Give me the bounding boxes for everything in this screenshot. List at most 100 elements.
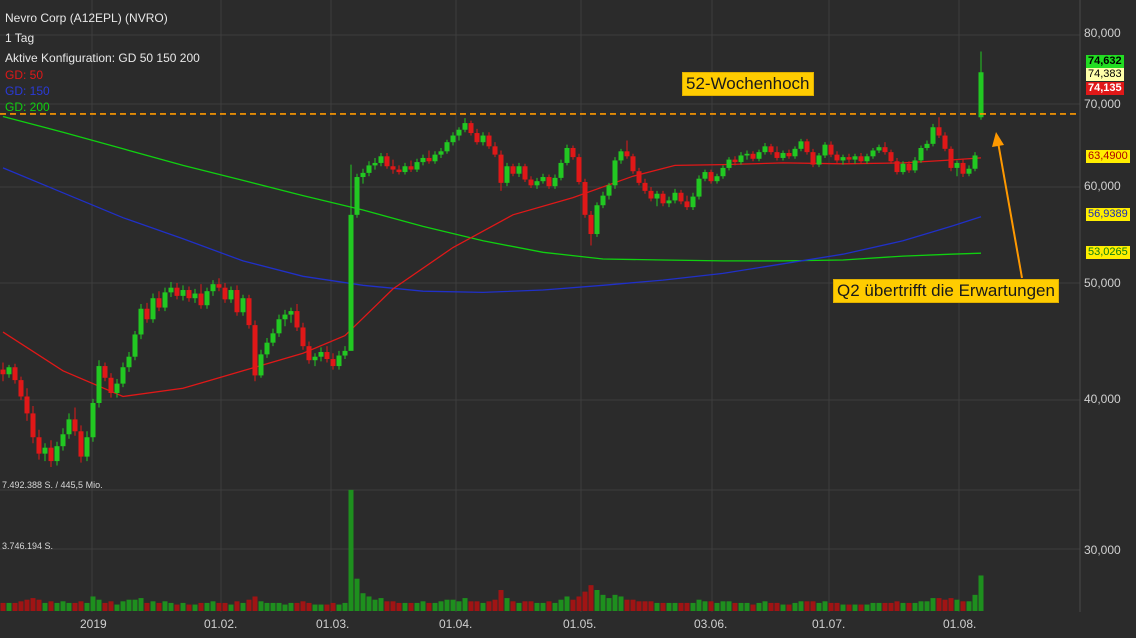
volume-bar (588, 585, 594, 611)
candle-body (966, 168, 972, 174)
y-tick-60: 60,000 (1084, 179, 1121, 193)
volume-bar (696, 599, 702, 611)
candle-body (738, 155, 744, 163)
candle-body (468, 123, 474, 134)
volume-bar (240, 602, 246, 611)
volume-bars (0, 489, 984, 611)
x-tick-may: 01.05. (563, 617, 597, 631)
candle-body (660, 193, 666, 204)
volume-bar (594, 590, 600, 611)
candle-body (600, 195, 606, 206)
price-tag-mid: 74,383 (1086, 68, 1124, 81)
candle-body (354, 177, 360, 215)
candle-body (906, 163, 912, 171)
candle-body (822, 144, 828, 156)
volume-bar (294, 602, 300, 611)
volume-bar (390, 601, 396, 611)
volume-bar (456, 601, 462, 611)
candle-body (192, 293, 198, 299)
candle-body (522, 166, 528, 180)
candle-body (474, 133, 480, 143)
candle-body (450, 135, 456, 143)
candle-body (42, 447, 48, 454)
price-tag-last: 74,632 (1086, 55, 1124, 68)
volume-bar (126, 599, 132, 611)
volume-bar (288, 602, 294, 611)
candle-body (786, 152, 792, 157)
volume-bar (798, 601, 804, 611)
volume-bar (114, 604, 120, 611)
volume-bar (576, 596, 582, 611)
candle-body (498, 154, 504, 183)
volume-bar (336, 604, 342, 611)
volume-bar (612, 594, 618, 611)
candle-body (528, 179, 534, 186)
candle-body (396, 169, 402, 173)
volume-bar (840, 604, 846, 611)
volume-bar (174, 604, 180, 611)
candle-body (762, 146, 768, 153)
candle-body (714, 176, 720, 182)
candle-body (648, 190, 654, 199)
candle-body (810, 152, 816, 165)
volume-bar (384, 601, 390, 611)
volume-bar (552, 602, 558, 611)
volume-bar (198, 602, 204, 611)
volume-bar (690, 602, 696, 611)
volume-bar (720, 601, 726, 611)
volume-bar (264, 602, 270, 611)
candle-body (282, 314, 288, 320)
volume-bar (966, 601, 972, 611)
candle-body (72, 419, 78, 432)
volume-bar (480, 602, 486, 611)
volume-bar (930, 598, 936, 611)
candle-body (288, 311, 294, 315)
candle-body (618, 151, 624, 161)
volume-bar (870, 602, 876, 611)
volume-bar (654, 602, 660, 611)
candle-body (168, 287, 174, 293)
volume-bar (78, 601, 84, 611)
volume-bar (636, 601, 642, 611)
candle-body (576, 157, 582, 183)
volume-bar (918, 601, 924, 611)
volume-bar (450, 599, 456, 611)
candle-body (834, 154, 840, 161)
volume-bar (150, 601, 156, 611)
volume-bar (414, 602, 420, 611)
volume-bar (402, 602, 408, 611)
y-tick-70: 70,000 (1084, 97, 1121, 111)
volume-bar (666, 602, 672, 611)
candle-body (180, 290, 186, 296)
candle-body (486, 135, 492, 147)
volume-bar (24, 599, 30, 611)
candle-body (732, 159, 738, 163)
volume-bar (558, 599, 564, 611)
candle-body (408, 166, 414, 170)
volume-bar (522, 601, 528, 611)
volume-bar (642, 601, 648, 611)
candle-body (348, 214, 354, 351)
volume-bar (564, 596, 570, 611)
candle-body (960, 162, 966, 174)
candle-body (588, 214, 594, 235)
volume-bar (606, 598, 612, 611)
annotations-layer (0, 113, 1080, 279)
candle-body (894, 161, 900, 173)
volume-bar (504, 598, 510, 611)
candle-body (210, 284, 216, 292)
candle-body (318, 352, 324, 357)
volume-bar (684, 602, 690, 611)
volume-bar (534, 602, 540, 611)
volume-bar (246, 599, 252, 611)
candle-body (564, 147, 570, 163)
candle-body (264, 342, 270, 355)
volume-bar (738, 602, 744, 611)
candle-body (720, 167, 726, 177)
candle-body (870, 150, 876, 157)
candle-body (594, 205, 600, 235)
volume-bar (672, 602, 678, 611)
annotation-arrow (997, 141, 1023, 279)
